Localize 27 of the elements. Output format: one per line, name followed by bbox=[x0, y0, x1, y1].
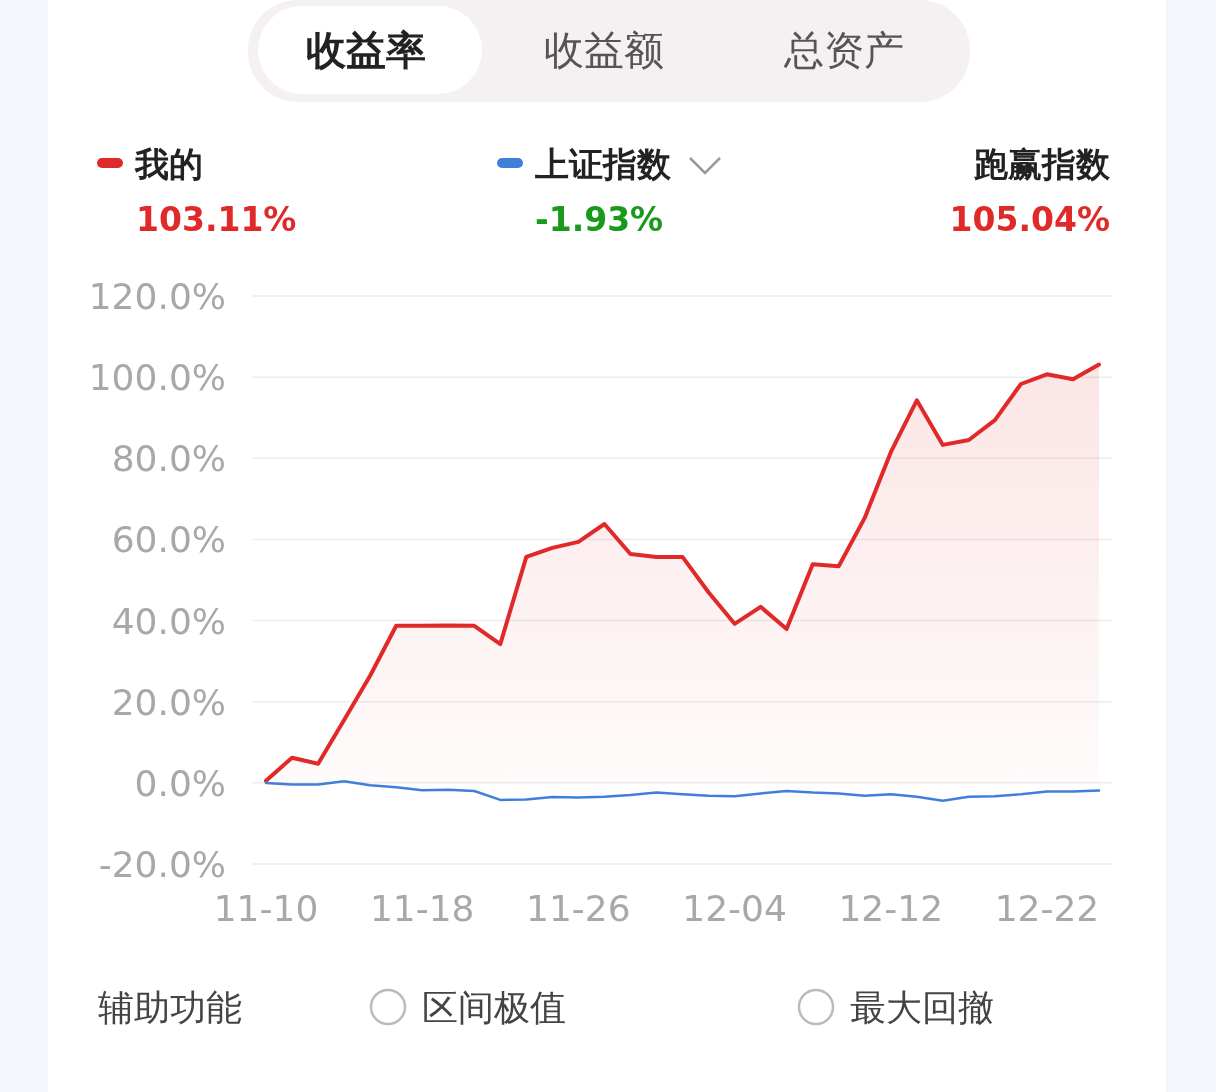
text: 103.11% bbox=[136, 200, 297, 239]
text: 105.04% bbox=[949, 200, 1110, 239]
legend-label: 我的 bbox=[134, 144, 203, 184]
text: 跑赢指数 bbox=[973, 144, 1111, 184]
x-tick-label: 11-26 bbox=[526, 888, 631, 929]
y-tick-label: 60.0% bbox=[111, 519, 226, 561]
text: 最大回撤 bbox=[850, 987, 994, 1028]
y-tick-label: 0.0% bbox=[134, 762, 226, 804]
line-series bbox=[264, 779, 1101, 802]
text: 区间极值 bbox=[422, 987, 566, 1028]
text: 辅助功能 bbox=[98, 987, 242, 1028]
y-tick-label: 100.0% bbox=[88, 357, 226, 399]
y-tick-label: 80.0% bbox=[111, 438, 226, 480]
legend-label: 上证指数 bbox=[534, 144, 672, 184]
x-tick-label: 12-04 bbox=[682, 888, 787, 929]
text: 总资产 bbox=[783, 27, 904, 73]
x-tick-label: 12-22 bbox=[994, 888, 1100, 929]
x-tick-label: 11-18 bbox=[369, 888, 475, 929]
text: -1.93% bbox=[535, 200, 664, 239]
y-tick-label: 120.0% bbox=[88, 276, 226, 317]
text: 收益率 bbox=[306, 27, 426, 73]
y-tick-label: 40.0% bbox=[111, 600, 226, 642]
text: 收益额 bbox=[544, 27, 664, 73]
y-tick-label: -20.0% bbox=[98, 844, 226, 885]
x-tick-label: 12-12 bbox=[838, 888, 944, 929]
x-tick-label: 11-10 bbox=[213, 888, 319, 929]
y-tick-label: 20.0% bbox=[111, 681, 226, 723]
